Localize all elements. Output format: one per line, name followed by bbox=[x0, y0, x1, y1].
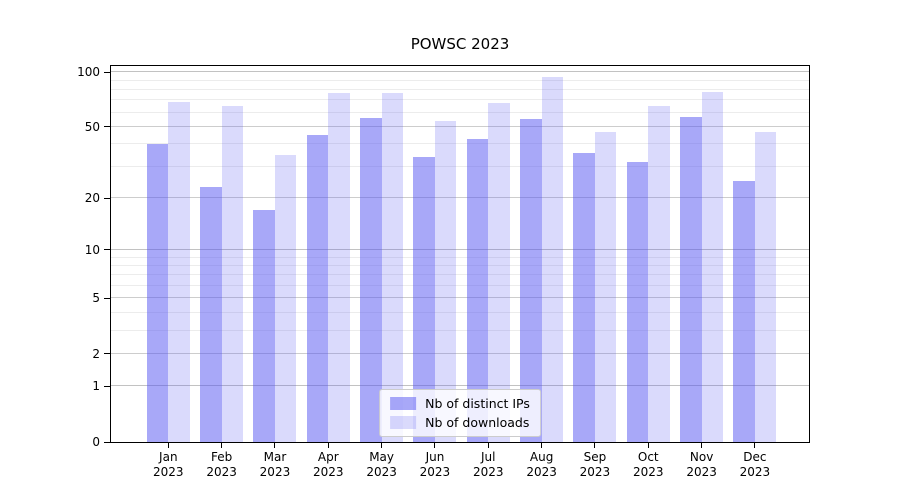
bar-distinct-ips bbox=[733, 180, 755, 442]
gridline-major bbox=[111, 385, 809, 387]
bar-downloads bbox=[434, 120, 457, 442]
gridline-major bbox=[111, 197, 809, 199]
bar-downloads bbox=[701, 91, 724, 442]
x-tick-label: Oct 2023 bbox=[632, 450, 664, 479]
gridline-minor bbox=[111, 256, 809, 258]
gridline-minor bbox=[111, 88, 809, 90]
legend: Nb of distinct IPs Nb of downloads bbox=[379, 389, 541, 437]
bar-distinct-ips bbox=[573, 152, 595, 442]
bar-downloads bbox=[754, 131, 777, 442]
x-tick-mark bbox=[434, 443, 436, 448]
x-tick-label: Jun 2023 bbox=[419, 450, 451, 479]
bar-distinct-ips bbox=[466, 138, 489, 442]
x-tick-label: Jan 2023 bbox=[153, 450, 184, 479]
gridline-minor bbox=[111, 274, 809, 276]
bar-distinct-ips bbox=[200, 187, 222, 442]
gridline-major bbox=[111, 352, 809, 354]
y-tick-mark bbox=[104, 249, 110, 251]
bar-distinct-ips bbox=[413, 157, 435, 442]
bar-downloads bbox=[168, 101, 190, 442]
bar-downloads bbox=[488, 102, 510, 442]
bar-downloads bbox=[274, 154, 297, 442]
gridline-major bbox=[111, 125, 809, 127]
gridline-major bbox=[111, 248, 809, 250]
y-tick-mark bbox=[104, 385, 110, 387]
x-tick-mark bbox=[701, 443, 703, 448]
bar-downloads bbox=[594, 131, 617, 442]
legend-entry-distinct-ips: Nb of distinct IPs bbox=[390, 396, 530, 411]
bar-downloads bbox=[328, 92, 350, 442]
x-tick-mark bbox=[754, 443, 756, 448]
x-tick-mark bbox=[381, 443, 383, 448]
x-tick-label: Dec 2023 bbox=[739, 450, 771, 479]
bar-distinct-ips bbox=[626, 161, 649, 442]
bar-distinct-ips bbox=[680, 116, 702, 442]
gridline-minor bbox=[111, 111, 809, 113]
x-tick-mark bbox=[221, 443, 223, 448]
gridline-major bbox=[111, 71, 809, 73]
bar-downloads bbox=[541, 77, 564, 442]
x-tick-label: Aug 2023 bbox=[526, 450, 557, 479]
y-tick-label: 100 bbox=[77, 65, 100, 80]
x-tick-label: Feb 2023 bbox=[206, 450, 237, 479]
gridline-minor bbox=[111, 143, 809, 145]
y-tick-label: 5 bbox=[92, 291, 100, 306]
plot-area: Nb of distinct IPs Nb of downloads bbox=[110, 65, 810, 443]
gridline-minor bbox=[111, 99, 809, 101]
gridline-minor bbox=[111, 285, 809, 287]
chart-title: POWSC 2023 bbox=[410, 35, 510, 53]
gridline-minor bbox=[111, 329, 809, 331]
y-tick-mark bbox=[104, 297, 110, 299]
x-tick-mark bbox=[594, 443, 596, 448]
x-tick-label: Apr 2023 bbox=[313, 450, 344, 479]
y-tick-mark bbox=[104, 71, 110, 73]
y-tick-label: 10 bbox=[84, 242, 100, 257]
x-tick-mark bbox=[167, 443, 169, 448]
bar-distinct-ips bbox=[360, 118, 382, 442]
legend-entry-downloads: Nb of downloads bbox=[390, 415, 530, 430]
y-tick-mark bbox=[104, 197, 110, 199]
legend-swatch-downloads bbox=[390, 416, 417, 429]
bar-distinct-ips bbox=[520, 119, 542, 442]
y-tick-mark bbox=[104, 353, 110, 355]
gridline-minor bbox=[111, 165, 809, 167]
x-tick-label: Nov 2023 bbox=[686, 450, 717, 479]
bar-distinct-ips bbox=[146, 144, 169, 442]
y-tick-label: 1 bbox=[92, 379, 100, 394]
x-tick-mark bbox=[274, 443, 276, 448]
legend-label-distinct-ips: Nb of distinct IPs bbox=[425, 396, 530, 411]
y-tick-mark bbox=[104, 126, 110, 128]
bar-distinct-ips bbox=[253, 210, 275, 442]
bar-downloads bbox=[381, 92, 404, 442]
x-tick-label: Jul 2023 bbox=[472, 450, 504, 479]
bar-downloads bbox=[221, 106, 244, 442]
y-tick-label: 0 bbox=[92, 435, 100, 449]
y-tick-mark bbox=[104, 441, 110, 443]
gridline-minor bbox=[111, 312, 809, 314]
x-tick-mark bbox=[541, 443, 543, 448]
legend-label-downloads: Nb of downloads bbox=[425, 415, 530, 430]
gridline-major bbox=[111, 297, 809, 299]
y-tick-label: 50 bbox=[84, 119, 100, 134]
x-tick-mark bbox=[327, 443, 329, 448]
x-tick-label: May 2023 bbox=[366, 450, 397, 479]
x-tick-label: Sep 2023 bbox=[579, 450, 611, 479]
bar-distinct-ips bbox=[306, 135, 329, 442]
legend-swatch-distinct-ips bbox=[390, 397, 417, 410]
y-tick-label: 2 bbox=[92, 346, 100, 361]
gridline-minor bbox=[111, 264, 809, 266]
bar-downloads bbox=[648, 106, 670, 442]
y-tick-label: 20 bbox=[84, 191, 100, 206]
x-tick-mark bbox=[647, 443, 649, 448]
x-tick-label: Mar 2023 bbox=[259, 450, 291, 479]
x-tick-mark bbox=[487, 443, 489, 448]
gridline-minor bbox=[111, 79, 809, 81]
